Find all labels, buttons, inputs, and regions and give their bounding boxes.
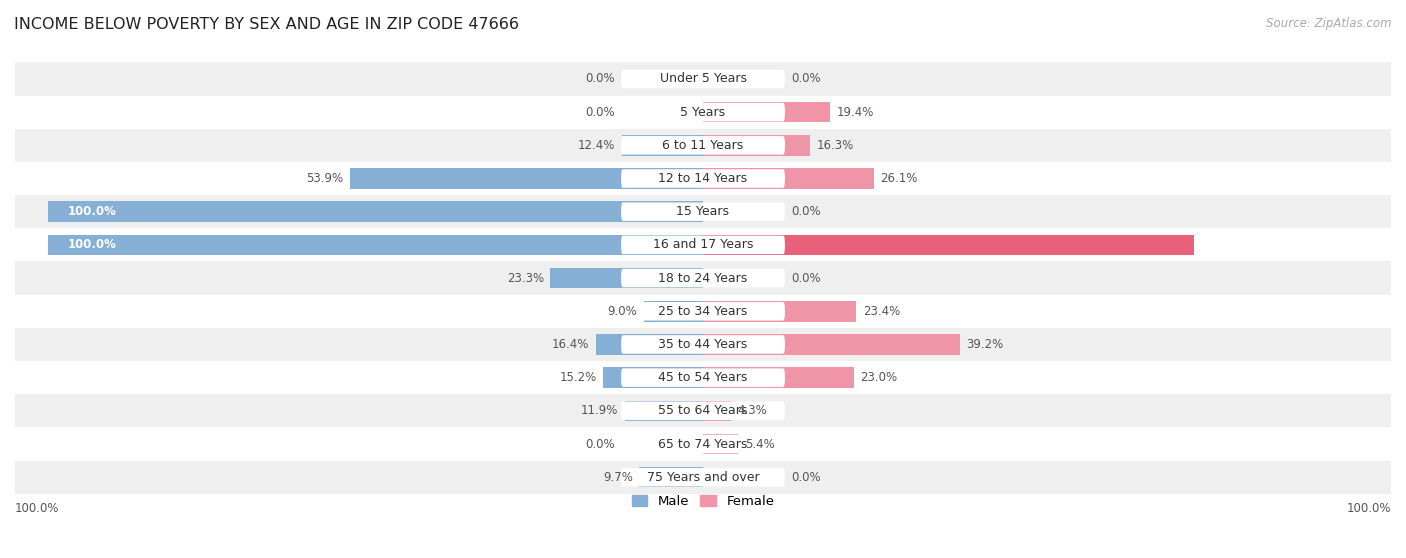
Text: 75.0%: 75.0% bbox=[1298, 238, 1339, 252]
Bar bbox=[703, 168, 875, 189]
Bar bbox=[703, 434, 738, 454]
Text: 0.0%: 0.0% bbox=[585, 73, 614, 85]
FancyBboxPatch shape bbox=[621, 402, 785, 420]
Text: 23.4%: 23.4% bbox=[863, 305, 900, 318]
Text: 75 Years and over: 75 Years and over bbox=[647, 471, 759, 484]
Bar bbox=[621, 135, 703, 156]
Text: 35 to 44 Years: 35 to 44 Years bbox=[658, 338, 748, 351]
Bar bbox=[596, 334, 703, 355]
Text: 9.0%: 9.0% bbox=[607, 305, 637, 318]
Text: 0.0%: 0.0% bbox=[792, 272, 821, 285]
Bar bbox=[15, 129, 1391, 162]
Text: 100.0%: 100.0% bbox=[67, 205, 117, 218]
Text: 100.0%: 100.0% bbox=[15, 502, 59, 515]
Text: 23.3%: 23.3% bbox=[506, 272, 544, 285]
FancyBboxPatch shape bbox=[621, 468, 785, 487]
FancyBboxPatch shape bbox=[621, 203, 785, 221]
Bar bbox=[15, 295, 1391, 328]
FancyBboxPatch shape bbox=[621, 435, 785, 453]
Bar bbox=[640, 467, 703, 488]
Bar bbox=[15, 62, 1391, 95]
Text: 39.2%: 39.2% bbox=[966, 338, 1004, 351]
Bar bbox=[15, 195, 1391, 228]
Text: 100.0%: 100.0% bbox=[67, 238, 117, 252]
Text: 0.0%: 0.0% bbox=[585, 105, 614, 119]
Text: 55 to 64 Years: 55 to 64 Years bbox=[658, 405, 748, 417]
Text: 100.0%: 100.0% bbox=[1347, 502, 1391, 515]
Bar bbox=[15, 361, 1391, 395]
Bar bbox=[15, 427, 1391, 460]
Bar bbox=[48, 234, 703, 255]
Text: INCOME BELOW POVERTY BY SEX AND AGE IN ZIP CODE 47666: INCOME BELOW POVERTY BY SEX AND AGE IN Z… bbox=[14, 17, 519, 32]
Text: 12.4%: 12.4% bbox=[578, 139, 616, 152]
Bar bbox=[703, 367, 853, 388]
FancyBboxPatch shape bbox=[621, 235, 785, 254]
Text: 19.4%: 19.4% bbox=[837, 105, 875, 119]
Text: 6 to 11 Years: 6 to 11 Years bbox=[662, 139, 744, 152]
Bar bbox=[603, 367, 703, 388]
Text: 25 to 34 Years: 25 to 34 Years bbox=[658, 305, 748, 318]
Bar bbox=[550, 268, 703, 288]
FancyBboxPatch shape bbox=[621, 103, 785, 122]
Text: Under 5 Years: Under 5 Years bbox=[659, 73, 747, 85]
Text: 23.0%: 23.0% bbox=[860, 371, 897, 384]
Text: 0.0%: 0.0% bbox=[792, 205, 821, 218]
Text: 16.4%: 16.4% bbox=[551, 338, 589, 351]
FancyBboxPatch shape bbox=[621, 169, 785, 188]
Text: 9.7%: 9.7% bbox=[603, 471, 633, 484]
Bar bbox=[626, 401, 703, 421]
Text: 26.1%: 26.1% bbox=[880, 172, 918, 185]
Text: 15 Years: 15 Years bbox=[676, 205, 730, 218]
Text: 16 and 17 Years: 16 and 17 Years bbox=[652, 238, 754, 252]
Text: 65 to 74 Years: 65 to 74 Years bbox=[658, 437, 748, 450]
Bar bbox=[350, 168, 703, 189]
Text: 15.2%: 15.2% bbox=[560, 371, 598, 384]
FancyBboxPatch shape bbox=[621, 70, 785, 88]
Bar bbox=[703, 301, 856, 321]
Legend: Male, Female: Male, Female bbox=[626, 490, 780, 513]
Bar bbox=[48, 201, 703, 222]
Bar bbox=[15, 262, 1391, 295]
Bar bbox=[703, 334, 960, 355]
Text: 53.9%: 53.9% bbox=[307, 172, 343, 185]
Text: 0.0%: 0.0% bbox=[792, 73, 821, 85]
Text: 11.9%: 11.9% bbox=[581, 405, 619, 417]
Bar bbox=[703, 135, 810, 156]
Text: 5.4%: 5.4% bbox=[745, 437, 775, 450]
Bar bbox=[15, 162, 1391, 195]
Bar bbox=[15, 395, 1391, 427]
FancyBboxPatch shape bbox=[621, 302, 785, 320]
Bar bbox=[703, 234, 1195, 255]
Bar bbox=[15, 95, 1391, 129]
FancyBboxPatch shape bbox=[621, 136, 785, 155]
Bar bbox=[703, 102, 830, 122]
Text: 12 to 14 Years: 12 to 14 Years bbox=[658, 172, 748, 185]
FancyBboxPatch shape bbox=[621, 335, 785, 354]
Text: Source: ZipAtlas.com: Source: ZipAtlas.com bbox=[1267, 17, 1392, 30]
Text: 4.3%: 4.3% bbox=[738, 405, 768, 417]
Text: 16.3%: 16.3% bbox=[817, 139, 853, 152]
Bar bbox=[15, 460, 1391, 494]
Text: 5 Years: 5 Years bbox=[681, 105, 725, 119]
Bar bbox=[644, 301, 703, 321]
Text: 45 to 54 Years: 45 to 54 Years bbox=[658, 371, 748, 384]
Bar bbox=[703, 401, 731, 421]
Bar bbox=[15, 228, 1391, 262]
Text: 18 to 24 Years: 18 to 24 Years bbox=[658, 272, 748, 285]
Text: 0.0%: 0.0% bbox=[585, 437, 614, 450]
FancyBboxPatch shape bbox=[621, 269, 785, 287]
Text: 0.0%: 0.0% bbox=[792, 471, 821, 484]
Bar bbox=[15, 328, 1391, 361]
FancyBboxPatch shape bbox=[621, 368, 785, 387]
